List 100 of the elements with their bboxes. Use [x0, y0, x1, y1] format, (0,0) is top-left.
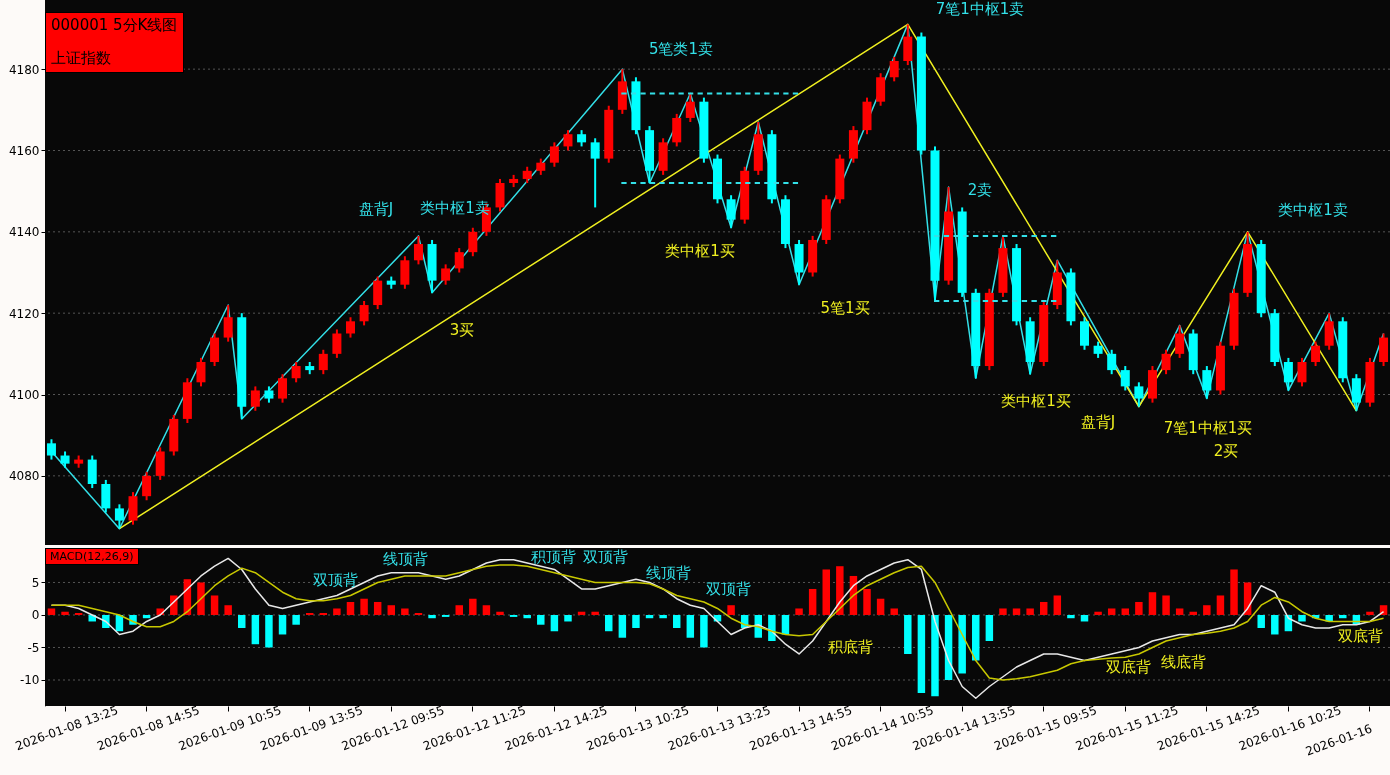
annotation: 2买: [1213, 442, 1239, 460]
bar: [224, 605, 232, 615]
annotation: 类中枢1买: [1001, 392, 1071, 410]
bar: [210, 595, 219, 615]
annotation: 双底背: [1337, 627, 1383, 645]
bar: [632, 614, 640, 628]
bar: [1094, 611, 1102, 615]
bar: [1135, 601, 1143, 615]
bar: [917, 614, 926, 693]
y-tick-label: 4140: [8, 225, 40, 240]
annotation: 线底背: [1160, 653, 1206, 671]
annotation: 7笔1中枢1卖: [935, 0, 1025, 18]
annotation: 积顶背: [530, 548, 576, 566]
bar: [890, 608, 898, 615]
candlestick: [563, 129, 573, 152]
candlestick: [250, 385, 260, 412]
annotation: 双顶背: [705, 580, 751, 598]
candlestick: [1311, 340, 1321, 368]
bar: [278, 614, 287, 635]
candlestick: [223, 304, 233, 343]
annotation: 5笔类1卖: [648, 40, 714, 58]
y-tick-label: 4080: [8, 469, 40, 484]
candlestick: [196, 356, 206, 388]
candlestick: [1120, 365, 1130, 392]
bar: [1271, 614, 1279, 635]
annotation: 类中枢1卖: [1278, 201, 1348, 219]
bar: [238, 614, 246, 628]
bar: [591, 611, 599, 615]
bar: [292, 614, 300, 625]
y-tick-label: 0: [31, 608, 40, 623]
bar: [808, 588, 817, 615]
bar: [1298, 614, 1306, 622]
candlestick: [1107, 348, 1117, 376]
candlestick: [278, 373, 288, 404]
bar: [863, 588, 871, 615]
bar: [958, 614, 966, 674]
annotation: 线顶背: [382, 550, 428, 568]
annotation: 5笔1买: [820, 299, 870, 317]
bar: [985, 614, 994, 641]
y-tick-label: -5: [27, 640, 40, 655]
bar: [686, 614, 695, 638]
candlestick: [332, 328, 342, 359]
bar: [373, 601, 382, 615]
bar: [550, 614, 559, 632]
annotation: 双底背: [1105, 658, 1151, 676]
bar: [401, 608, 409, 615]
bar: [659, 614, 667, 619]
candlestick: [1175, 324, 1185, 359]
bar: [1216, 595, 1225, 615]
candlestick: [46, 438, 56, 461]
bar: [537, 614, 545, 625]
annotation: 3买: [449, 321, 475, 339]
bar: [768, 614, 776, 641]
text: 000001 5分K线图: [51, 16, 178, 35]
annotation: 线顶背: [645, 564, 691, 582]
bar: [346, 601, 355, 615]
candlestick: [468, 226, 478, 258]
bar: [1203, 605, 1211, 615]
chart-title: MACD(12,26,9): [50, 550, 134, 563]
bar: [1026, 608, 1034, 615]
bar: [265, 614, 273, 648]
candlestick: [441, 263, 451, 286]
bar: [1230, 569, 1238, 615]
candlestick: [726, 194, 736, 229]
line-series: [50, 564, 1385, 681]
candlestick: [454, 247, 464, 274]
bar: [1053, 595, 1062, 615]
y-tick-label: 4120: [8, 306, 40, 321]
bar: [999, 608, 1007, 615]
bar: [672, 614, 681, 628]
bar: [1107, 608, 1116, 615]
bar: [1148, 592, 1157, 615]
candlestick: [1297, 356, 1307, 388]
bar: [1175, 608, 1184, 615]
bar: [469, 598, 477, 615]
y-tick-label: 4100: [8, 388, 40, 403]
annotation: 类中枢1买: [665, 242, 735, 260]
candlestick: [549, 141, 559, 168]
bar: [700, 614, 708, 648]
bar: [618, 614, 627, 638]
bar: [1366, 611, 1374, 615]
bar: [564, 614, 572, 622]
bar: [1012, 608, 1021, 615]
bar: [496, 611, 504, 615]
candlestick: [1202, 365, 1212, 400]
bar: [1162, 595, 1170, 615]
bar: [360, 598, 368, 615]
bar: [387, 605, 396, 615]
candlestick: [1134, 381, 1144, 408]
bar: [1039, 601, 1048, 615]
candlestick: [291, 360, 301, 384]
annotation: 积底背: [827, 638, 873, 656]
text: 上证指数: [51, 49, 112, 68]
annotation: 双顶背: [312, 571, 358, 589]
bar: [904, 614, 912, 654]
bar: [1067, 614, 1075, 619]
bar: [836, 566, 844, 615]
candlestick: [114, 503, 124, 530]
bar: [333, 608, 341, 615]
bar: [523, 614, 531, 619]
